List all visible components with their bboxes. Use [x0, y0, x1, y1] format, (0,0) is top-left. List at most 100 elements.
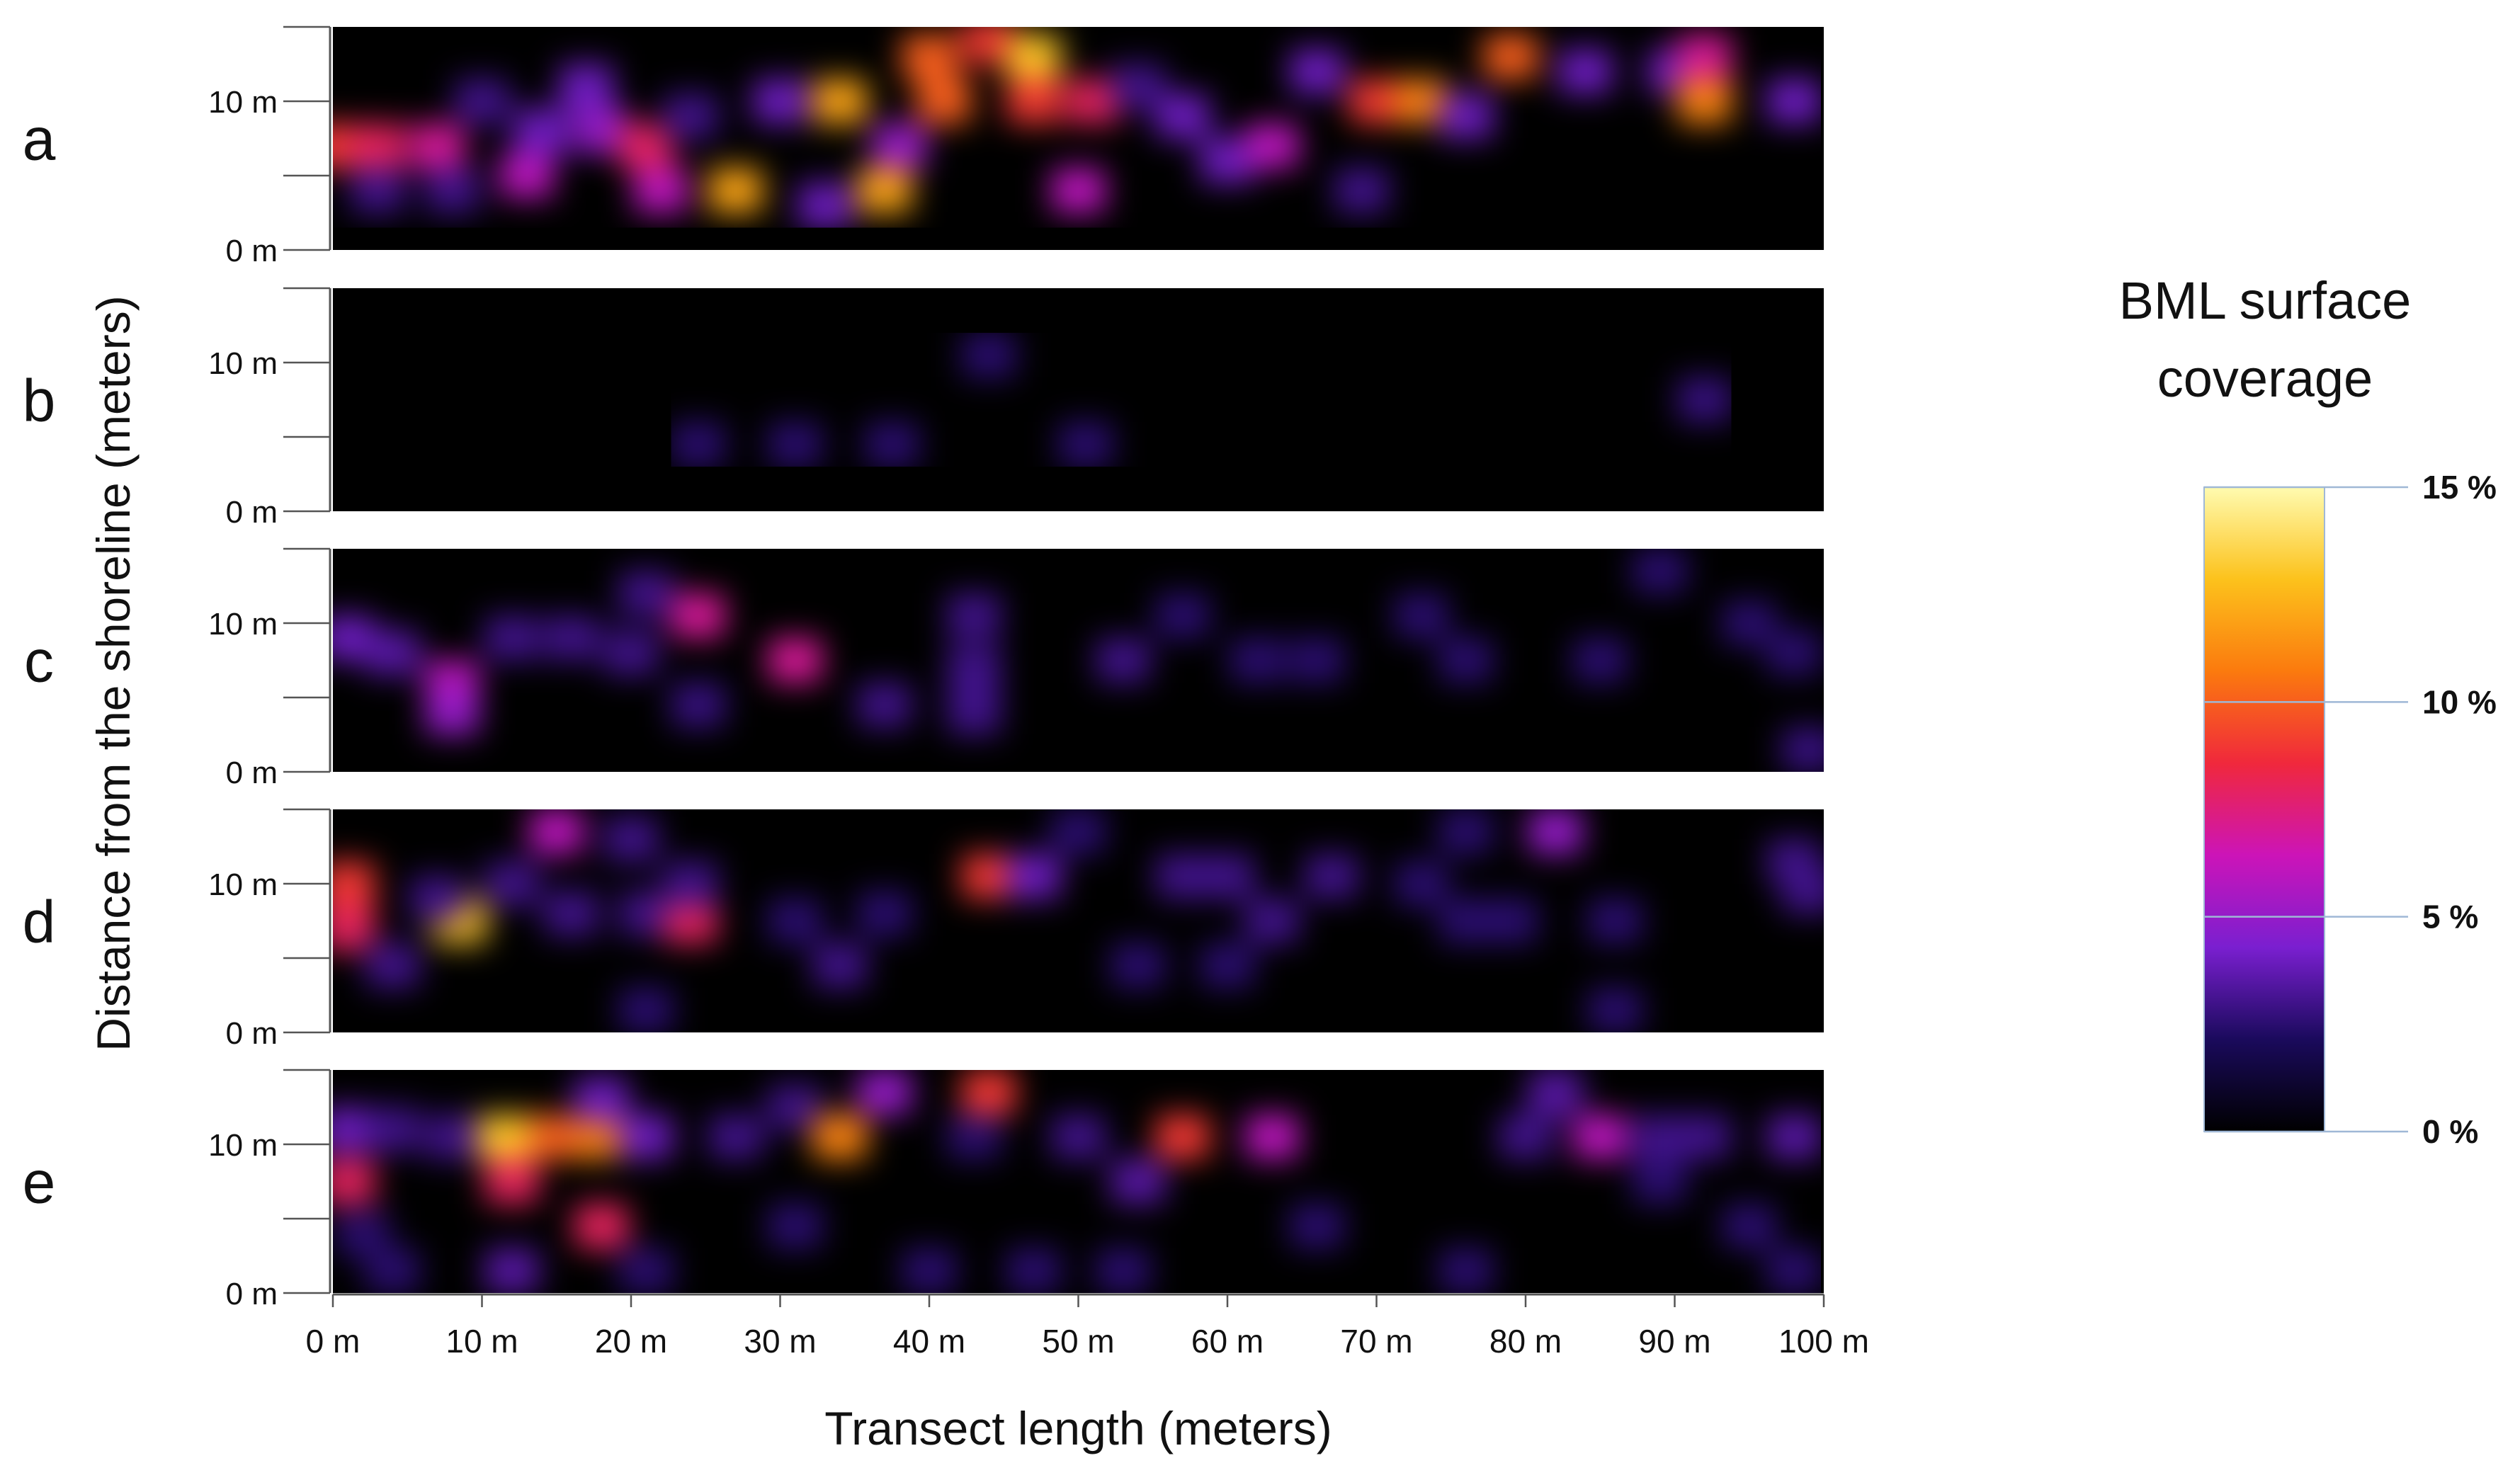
heatmap-cell: [410, 123, 465, 169]
heatmap-cell: [1305, 854, 1359, 899]
heatmap-cell: [1201, 943, 1254, 988]
colorbar-legend: BML surface coverage 0 % 5 % 10 % 15 %: [2119, 271, 2497, 1150]
heatmap-cell: [1438, 93, 1493, 139]
heatmap-cell: [1677, 79, 1732, 124]
heatmap-cell: [664, 861, 718, 906]
y-axis-title: Distance from the shoreline (meters): [87, 295, 140, 1051]
heatmap-cell: [812, 1115, 867, 1159]
y-tick-label: 0 m: [226, 1277, 278, 1311]
heatmap-cell: [425, 1115, 479, 1159]
colorbar-title-line-1: BML surface: [2119, 271, 2412, 330]
heatmap-cell: [1767, 79, 1821, 124]
x-axis-title: Transect length (meters): [824, 1402, 1332, 1454]
panel-background: [333, 288, 1824, 511]
heatmap-cell: [365, 630, 420, 676]
heatmap-cell: [1677, 1115, 1732, 1159]
heatmap-cell: [514, 108, 569, 154]
heatmap-cell: [1006, 79, 1061, 124]
heatmap-cell: [544, 891, 598, 936]
y-tick-label: 0 m: [226, 756, 278, 790]
panel-letter: d: [23, 889, 56, 955]
heatmap-cell: [962, 1070, 1016, 1115]
heatmap-cell: [619, 571, 673, 616]
heatmap-cell: [499, 153, 554, 198]
heatmap-cell: [1096, 1248, 1150, 1293]
heatmap-cell: [857, 168, 912, 213]
heatmap-cell: [619, 891, 673, 936]
heatmap-cell: [1290, 1204, 1344, 1248]
heatmap-cell: [917, 79, 971, 124]
heatmap-cell: [1528, 1070, 1582, 1115]
heatmap-cell: [1290, 638, 1344, 683]
heatmap-cell: [604, 816, 658, 862]
heatmap-cell: [1528, 809, 1582, 854]
heatmap-cells: [333, 809, 1824, 1032]
x-tick-label: 20 m: [595, 1323, 667, 1360]
heatmap-cell: [1394, 593, 1448, 638]
heatmap-cell: [857, 891, 912, 936]
y-tick-label: 10 m: [208, 1128, 278, 1163]
heatmap-cell: [484, 615, 539, 661]
heatmap-cell: [1633, 549, 1687, 593]
heatmap-cell: [484, 1159, 539, 1204]
heatmap-cell: [873, 123, 926, 169]
heatmap-cells: [333, 549, 1824, 772]
panel-a: 0 m 10 m a: [23, 25, 1824, 268]
y-tick-label: 10 m: [208, 85, 278, 120]
heatmap-cell: [544, 615, 598, 661]
heatmap-cell: [1438, 1248, 1493, 1293]
x-tick-label: 40 m: [893, 1323, 965, 1360]
x-tick-label: 60 m: [1191, 1323, 1264, 1360]
heatmap-cell: [708, 1115, 763, 1159]
heatmap-cell: [812, 943, 867, 988]
heatmap-cell: [365, 1107, 420, 1152]
heatmap-cell: [425, 690, 479, 735]
panel-letter: a: [23, 106, 56, 173]
heatmap-cell: [484, 861, 539, 906]
panel-letter: c: [24, 628, 54, 695]
heatmap-cell: [857, 683, 912, 727]
heatmap-cell: [1573, 638, 1628, 683]
heatmap-cell: [768, 1204, 822, 1248]
x-tick-label: 0 m: [306, 1323, 361, 1360]
heatmap-cell: [574, 1204, 628, 1248]
heatmap-cell: [962, 333, 1016, 377]
heatmap-cell: [1245, 1115, 1300, 1159]
heatmap-cell: [1051, 168, 1106, 213]
heatmap-cell: [768, 899, 822, 943]
heatmap-cell: [333, 861, 375, 906]
panel-letter: e: [23, 1149, 56, 1216]
heatmap-cell: [1111, 943, 1165, 988]
colorbar-tick-label: 0 %: [2422, 1113, 2478, 1150]
heatmap-cell: [1290, 49, 1344, 94]
heatmap-cell: [1767, 1248, 1821, 1293]
heatmap-cell: [1588, 988, 1642, 1032]
heatmap-cell: [1245, 899, 1300, 943]
heatmap-cell: [1201, 854, 1254, 899]
heatmap-cell: [1484, 899, 1538, 943]
heatmap-cell: [604, 630, 658, 676]
heatmap-cell: [1767, 1115, 1821, 1159]
heatmap-cell: [529, 809, 584, 854]
heatmap-cell: [1677, 34, 1732, 79]
heatmap-cell: [619, 1248, 673, 1293]
y-tick-label: 10 m: [208, 346, 278, 381]
panel-d: 0 m 10 m d: [23, 808, 1824, 1051]
y-tick-label: 10 m: [208, 607, 278, 642]
heatmap-cell: [1573, 1115, 1628, 1159]
heatmap-cell: [619, 123, 673, 169]
colorbar-tick-label: 15 %: [2422, 469, 2497, 506]
heatmap-cell: [947, 645, 1001, 690]
heatmap-cell: [1006, 1248, 1061, 1293]
heatmap-cell: [484, 1248, 539, 1293]
heatmap-cell: [947, 690, 1001, 735]
heatmap-cell: [1051, 809, 1106, 854]
heatmap-cell: [619, 1115, 673, 1159]
panel-c: 0 m 10 m c: [24, 547, 1824, 790]
heatmap-cell: [1051, 1115, 1106, 1159]
heatmap-cell: [1722, 1204, 1776, 1248]
heatmap-cell: [410, 876, 465, 921]
heatmap-cell: [671, 593, 725, 638]
heatmap-cell: [857, 1070, 912, 1115]
